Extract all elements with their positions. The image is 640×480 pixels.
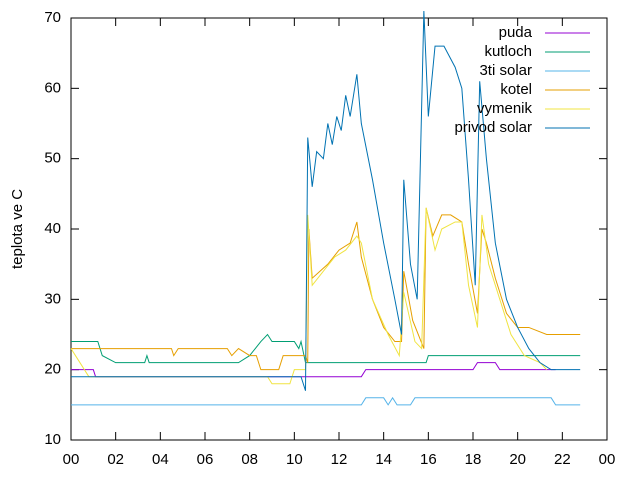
x-tick-label: 10 xyxy=(286,451,303,468)
y-axis-label: teplota ve C xyxy=(9,189,26,269)
x-tick-label: 00 xyxy=(599,451,616,468)
y-tick-label: 20 xyxy=(44,361,61,378)
legend-label: kotel xyxy=(500,81,532,98)
y-tick-label: 60 xyxy=(44,79,61,96)
y-tick-label: 50 xyxy=(44,150,61,167)
y-tick-label: 10 xyxy=(44,431,61,448)
legend-label: kutloch xyxy=(484,43,532,60)
plot-border xyxy=(70,17,608,441)
x-tick-label: 18 xyxy=(465,451,482,468)
x-tick-label: 16 xyxy=(420,451,437,468)
legend-label: puda xyxy=(499,24,533,41)
x-tick-label: 06 xyxy=(197,451,214,468)
legend-label: 3ti solar xyxy=(479,62,532,79)
x-tick-label: 12 xyxy=(331,451,348,468)
series-line xyxy=(71,362,556,378)
series-line xyxy=(70,207,548,385)
x-tick-label: 14 xyxy=(375,451,392,468)
series-line xyxy=(71,396,581,406)
x-tick-label: 22 xyxy=(554,451,571,468)
x-tick-label: 20 xyxy=(509,451,526,468)
series-line xyxy=(71,207,581,371)
y-tick-label: 30 xyxy=(44,290,61,307)
y-tick-label: 70 xyxy=(44,9,61,26)
x-tick-label: 02 xyxy=(107,451,124,468)
series-line xyxy=(71,10,581,391)
y-tick-label: 40 xyxy=(44,220,61,237)
legend-label: privod solar xyxy=(454,119,532,136)
x-tick-label: 00 xyxy=(63,451,80,468)
x-tick-label: 08 xyxy=(241,451,258,468)
x-tick-label: 04 xyxy=(152,451,169,468)
legend-label: vymenik xyxy=(477,100,533,117)
